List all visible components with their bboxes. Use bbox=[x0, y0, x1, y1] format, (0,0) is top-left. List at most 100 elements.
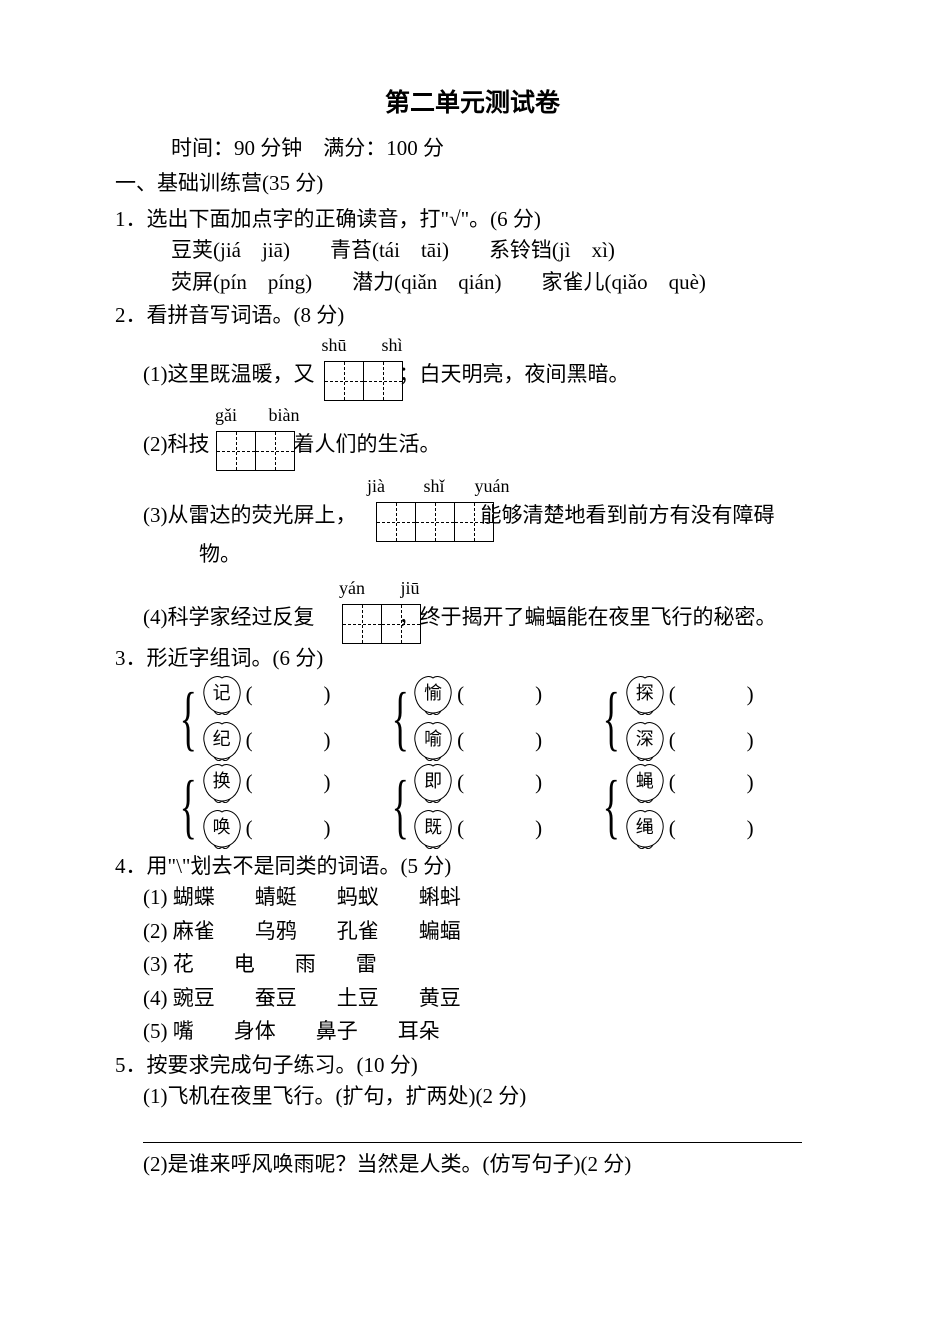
q1-r2-b: 潜力(qiǎn qián) bbox=[352, 267, 501, 299]
section-heading: 一、基础训练营(35 分) bbox=[115, 168, 830, 200]
q3-char: 换 bbox=[213, 768, 231, 795]
blank-paren[interactable]: ( ) bbox=[669, 725, 756, 757]
q3-char: 唤 bbox=[213, 814, 231, 841]
q1-row2: 荧屏(pín píng) 潜力(qiǎn qián) 家雀儿(qiǎo què) bbox=[115, 267, 830, 299]
q4-label: (1) bbox=[143, 885, 168, 909]
q4-word: 蜻蜓 bbox=[255, 882, 297, 914]
peach-shape: 愉 bbox=[411, 675, 455, 715]
q4-label: (3) bbox=[143, 952, 168, 976]
time-score: 时间：90 分钟 满分：100 分 bbox=[115, 133, 830, 165]
q2-prompt: 2．看拼音写词语。(8 分) bbox=[115, 300, 830, 332]
question-4: 4．用"\"划去不是同类的词语。(5 分) (1) 蝴蝶 蜻蜓 蚂蚁 蝌蚪 (2… bbox=[115, 851, 830, 1048]
question-1: 1．选出下面加点字的正确读音，打"√"。(6 分) 豆荚(jiá jiā) 青苔… bbox=[115, 204, 830, 299]
q4-word: 蚕豆 bbox=[255, 983, 297, 1015]
peach-shape: 既 bbox=[411, 809, 455, 849]
q4-label: (5) bbox=[143, 1019, 168, 1043]
blank-paren[interactable]: ( ) bbox=[457, 813, 544, 845]
q4-word: 豌豆 bbox=[173, 983, 215, 1015]
q3-row2: { 换 ( ) 唤 ( ) { bbox=[115, 763, 830, 849]
peach-shape: 深 bbox=[623, 721, 667, 761]
q4-word: 嘴 bbox=[173, 1016, 194, 1048]
peach-shape: 换 bbox=[200, 763, 244, 803]
char-box[interactable] bbox=[342, 604, 382, 644]
q4-word: 蝌蚪 bbox=[419, 882, 461, 914]
blank-paren[interactable]: ( ) bbox=[246, 679, 333, 711]
char-box[interactable] bbox=[381, 604, 421, 644]
q4-word: 雨 bbox=[295, 949, 316, 981]
q5-item2: (2)是谁来呼风唤雨呢？当然是人类。(仿写句子)(2 分) bbox=[115, 1149, 830, 1181]
blank-paren[interactable]: ( ) bbox=[669, 813, 756, 845]
q2-4-pre: (4)科学家经过反复 bbox=[143, 602, 315, 642]
char-box[interactable] bbox=[324, 361, 364, 401]
q1-prompt: 1．选出下面加点字的正确读音，打"√"。(6 分) bbox=[115, 204, 830, 236]
q3-char: 绳 bbox=[636, 814, 654, 841]
q1-r1-b: 青苔(tái tāi) bbox=[330, 235, 449, 267]
q2-4-box: yán jiū bbox=[333, 575, 429, 644]
answer-line[interactable] bbox=[143, 1119, 802, 1143]
q5-prompt: 5．按要求完成句子练习。(10 分) bbox=[115, 1050, 830, 1082]
q2-2-pre: (2)科技 bbox=[143, 429, 210, 469]
peach-shape: 即 bbox=[411, 763, 455, 803]
blank-paren[interactable]: ( ) bbox=[457, 679, 544, 711]
q1-r2-c: 家雀儿(qiǎo què) bbox=[541, 267, 705, 299]
q4-word: 孔雀 bbox=[337, 916, 379, 948]
q4-label: (2) bbox=[143, 919, 168, 943]
page-title: 第二单元测试卷 bbox=[115, 85, 830, 123]
blank-paren[interactable]: ( ) bbox=[246, 767, 333, 799]
char-box[interactable] bbox=[454, 502, 494, 542]
q1-row1: 豆荚(jiá jiā) 青苔(tái tāi) 系铃铛(jì xì) bbox=[115, 235, 830, 267]
q2-3-box: jià shǐ yuán bbox=[357, 473, 511, 542]
q2-3-py3: yuán bbox=[473, 473, 511, 500]
q2-3-py2: shǐ bbox=[415, 473, 453, 500]
char-box[interactable] bbox=[415, 502, 455, 542]
q2-3-py1: jià bbox=[357, 473, 395, 500]
q3-pair: { 愉 ( ) 喻 ( ) bbox=[383, 675, 545, 761]
q2-2-post: 着人们的生活。 bbox=[294, 429, 441, 469]
q4-word: 花 bbox=[173, 949, 194, 981]
brace-icon: { bbox=[603, 776, 620, 836]
q3-char: 既 bbox=[424, 814, 442, 841]
q2-3-post: 能够清楚地看到前方有没有障碍 bbox=[481, 500, 775, 540]
q3-pair: { 探 ( ) 深 ( ) bbox=[594, 675, 756, 761]
q3-row1: { 记 ( ) 纪 ( ) { bbox=[115, 675, 830, 761]
char-box[interactable] bbox=[216, 431, 256, 471]
q4-word: 麻雀 bbox=[173, 916, 215, 948]
q3-char: 愉 bbox=[424, 680, 442, 707]
q4-word: 身体 bbox=[234, 1016, 276, 1048]
char-box[interactable] bbox=[255, 431, 295, 471]
blank-paren[interactable]: ( ) bbox=[669, 679, 756, 711]
q3-char: 蝇 bbox=[636, 768, 654, 795]
q2-4-post: ，终于揭开了蝙蝠能在夜里飞行的秘密。 bbox=[399, 602, 777, 642]
brace-icon: { bbox=[391, 688, 408, 748]
q4-word: 电 bbox=[234, 949, 255, 981]
q2-4-py2: jiū bbox=[391, 575, 429, 602]
q2-2-py1: gǎi bbox=[207, 402, 245, 429]
q3-pair: { 换 ( ) 唤 ( ) bbox=[171, 763, 333, 849]
blank-paren[interactable]: ( ) bbox=[669, 767, 756, 799]
q4-word: 蝴蝶 bbox=[173, 882, 215, 914]
char-box[interactable] bbox=[376, 502, 416, 542]
q2-3-cont: 物。 bbox=[115, 539, 830, 571]
q3-char: 记 bbox=[213, 680, 231, 707]
peach-shape: 绳 bbox=[623, 809, 667, 849]
q4-item: (4) 豌豆 蚕豆 土豆 黄豆 bbox=[115, 983, 830, 1015]
question-3: 3．形近字组词。(6 分) { 记 ( ) 纪 ( ) bbox=[115, 643, 830, 849]
q3-pair: { 记 ( ) 纪 ( ) bbox=[171, 675, 333, 761]
peach-shape: 蝇 bbox=[623, 763, 667, 803]
blank-paren[interactable]: ( ) bbox=[457, 767, 544, 799]
q1-r1-c: 系铃铛(jì xì) bbox=[489, 235, 615, 267]
q2-3-pre: (3)从雷达的荧光屏上， bbox=[143, 500, 357, 540]
brace-icon: { bbox=[180, 776, 197, 836]
q4-word: 乌鸦 bbox=[255, 916, 297, 948]
blank-paren[interactable]: ( ) bbox=[246, 813, 333, 845]
blank-paren[interactable]: ( ) bbox=[246, 725, 333, 757]
q4-word: 土豆 bbox=[337, 983, 379, 1015]
q3-char: 探 bbox=[636, 680, 654, 707]
blank-paren[interactable]: ( ) bbox=[457, 725, 544, 757]
char-box[interactable] bbox=[363, 361, 403, 401]
q2-1-py2: shì bbox=[373, 332, 411, 359]
peach-shape: 探 bbox=[623, 675, 667, 715]
q2-1-box: shū shì bbox=[315, 332, 411, 401]
q4-label: (4) bbox=[143, 986, 168, 1010]
q3-pair: { 蝇 ( ) 绳 ( ) bbox=[594, 763, 756, 849]
